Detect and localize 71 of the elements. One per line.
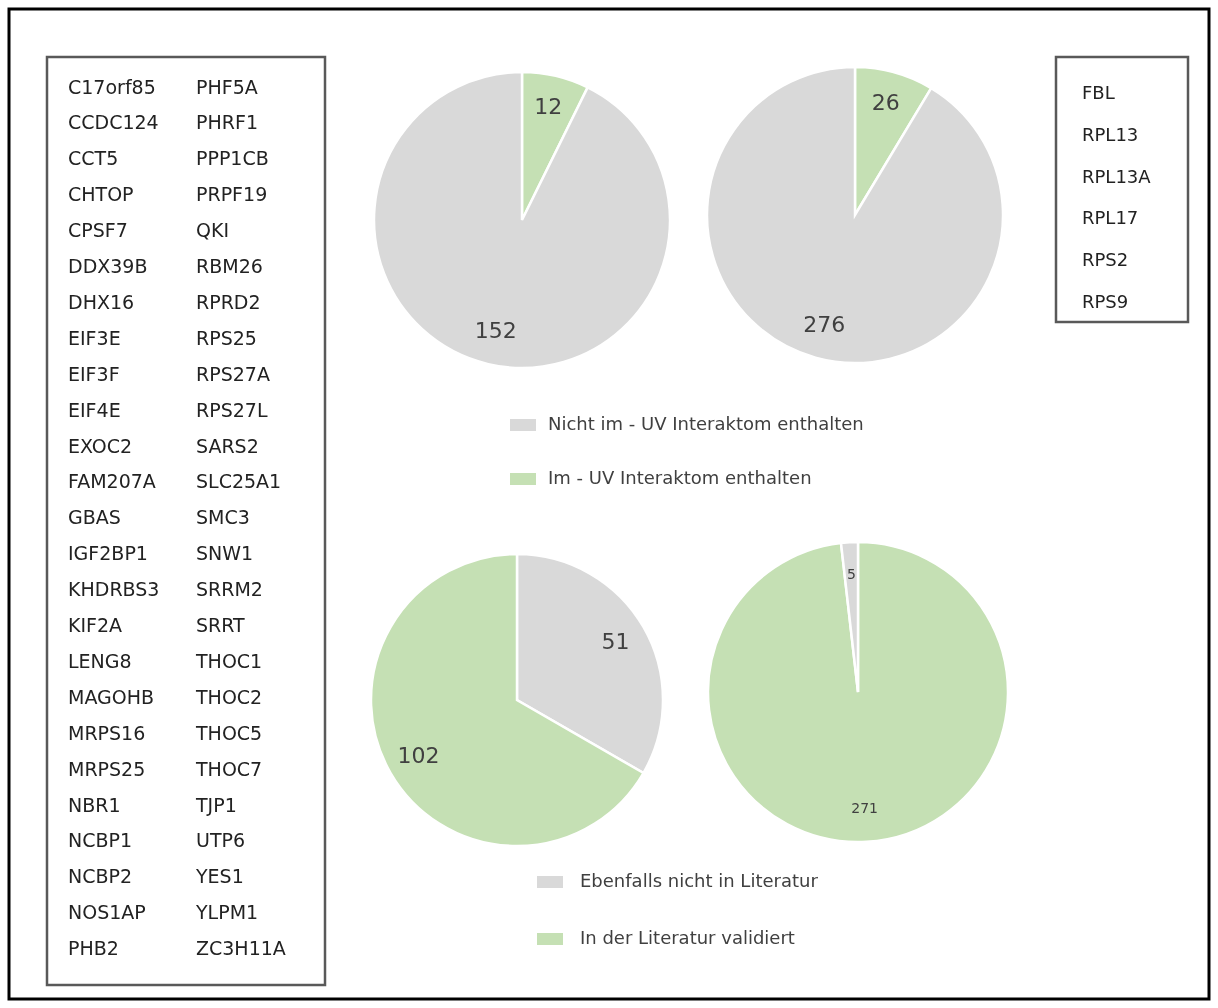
data-label: 102 [397, 742, 440, 768]
text: RPRD2 [196, 290, 261, 313]
text: RPS9 [1082, 291, 1129, 312]
text: PHRF1 [196, 111, 258, 134]
text: THOC1 [195, 649, 263, 672]
text: NCBP1 [68, 829, 133, 852]
data-label: 51 [601, 629, 630, 655]
text: SARS2 [196, 434, 259, 457]
text: SMC3 [196, 506, 250, 529]
text: CCT5 [68, 147, 119, 170]
text: MAGOHB [68, 685, 155, 708]
text: SRRT [196, 614, 246, 636]
text: ZC3H11A [196, 937, 286, 960]
text: FAM207A [68, 470, 156, 493]
data-label: 12 [534, 93, 563, 119]
text: PHB2 [68, 937, 119, 960]
text: SLC25A1 [196, 470, 282, 493]
text: EXOC2 [68, 434, 133, 457]
text: RPS27A [196, 362, 270, 385]
text: PHF5A [196, 75, 258, 98]
text: LENG8 [68, 649, 132, 672]
data-label: 152 [474, 318, 517, 344]
text: DHX16 [68, 290, 135, 313]
legend-label: In der Literatur validiert [580, 927, 795, 948]
pie-slice [706, 540, 1010, 844]
text: IGF2BP1 [68, 542, 148, 565]
text: EIF4E [68, 398, 121, 421]
text: DDX39B [68, 255, 148, 277]
data-label: 271 [851, 799, 879, 816]
text: THOC2 [195, 685, 263, 708]
pie-slice [372, 70, 672, 370]
text: YLPM1 [195, 901, 259, 924]
text: NCBP2 [68, 865, 133, 888]
text: EIF3F [68, 362, 120, 385]
text: RBM26 [196, 255, 263, 277]
text: UTP6 [196, 829, 246, 852]
text: RPS27L [196, 398, 268, 421]
text: THOC5 [195, 721, 263, 744]
text: MRPS25 [68, 757, 146, 780]
text: NBR1 [68, 793, 121, 816]
legend-label: Im - UV Interaktom enthalten [548, 467, 812, 488]
text: KIF2A [68, 614, 123, 636]
text: RPL13A [1082, 165, 1152, 187]
text: CHTOP [68, 183, 134, 206]
text: PRPF19 [196, 183, 268, 206]
text: FBL [1082, 82, 1115, 103]
text: RPS25 [196, 326, 257, 349]
pie-slice [705, 65, 1005, 365]
text: MRPS16 [68, 721, 146, 744]
text: SNW1 [196, 542, 254, 565]
text: PPP1CB [196, 147, 269, 170]
text: RPL13 [1082, 123, 1139, 145]
text: EIF3E [68, 326, 121, 349]
text: GBAS [68, 506, 121, 529]
text: RPL17 [1082, 207, 1139, 229]
legend-label: Ebenfalls nicht in Literatur [580, 870, 819, 891]
data-label: 276 [803, 312, 846, 338]
text: YES1 [195, 865, 244, 888]
data-label: 26 [871, 89, 900, 115]
text: RPS2 [1082, 249, 1129, 271]
text: THOC7 [195, 757, 263, 780]
text: CCDC124 [68, 111, 159, 134]
text: TJP1 [195, 793, 237, 816]
text: NOS1AP [68, 901, 146, 924]
text: QKI [196, 219, 230, 242]
data-label: 5 [846, 566, 856, 583]
legend-label: Nicht im - UV Interaktom enthalten [548, 413, 864, 434]
text: CPSF7 [68, 219, 128, 242]
text: C17orf85 [68, 75, 156, 98]
text: SRRM2 [196, 578, 263, 601]
text: KHDRBS3 [68, 578, 160, 601]
